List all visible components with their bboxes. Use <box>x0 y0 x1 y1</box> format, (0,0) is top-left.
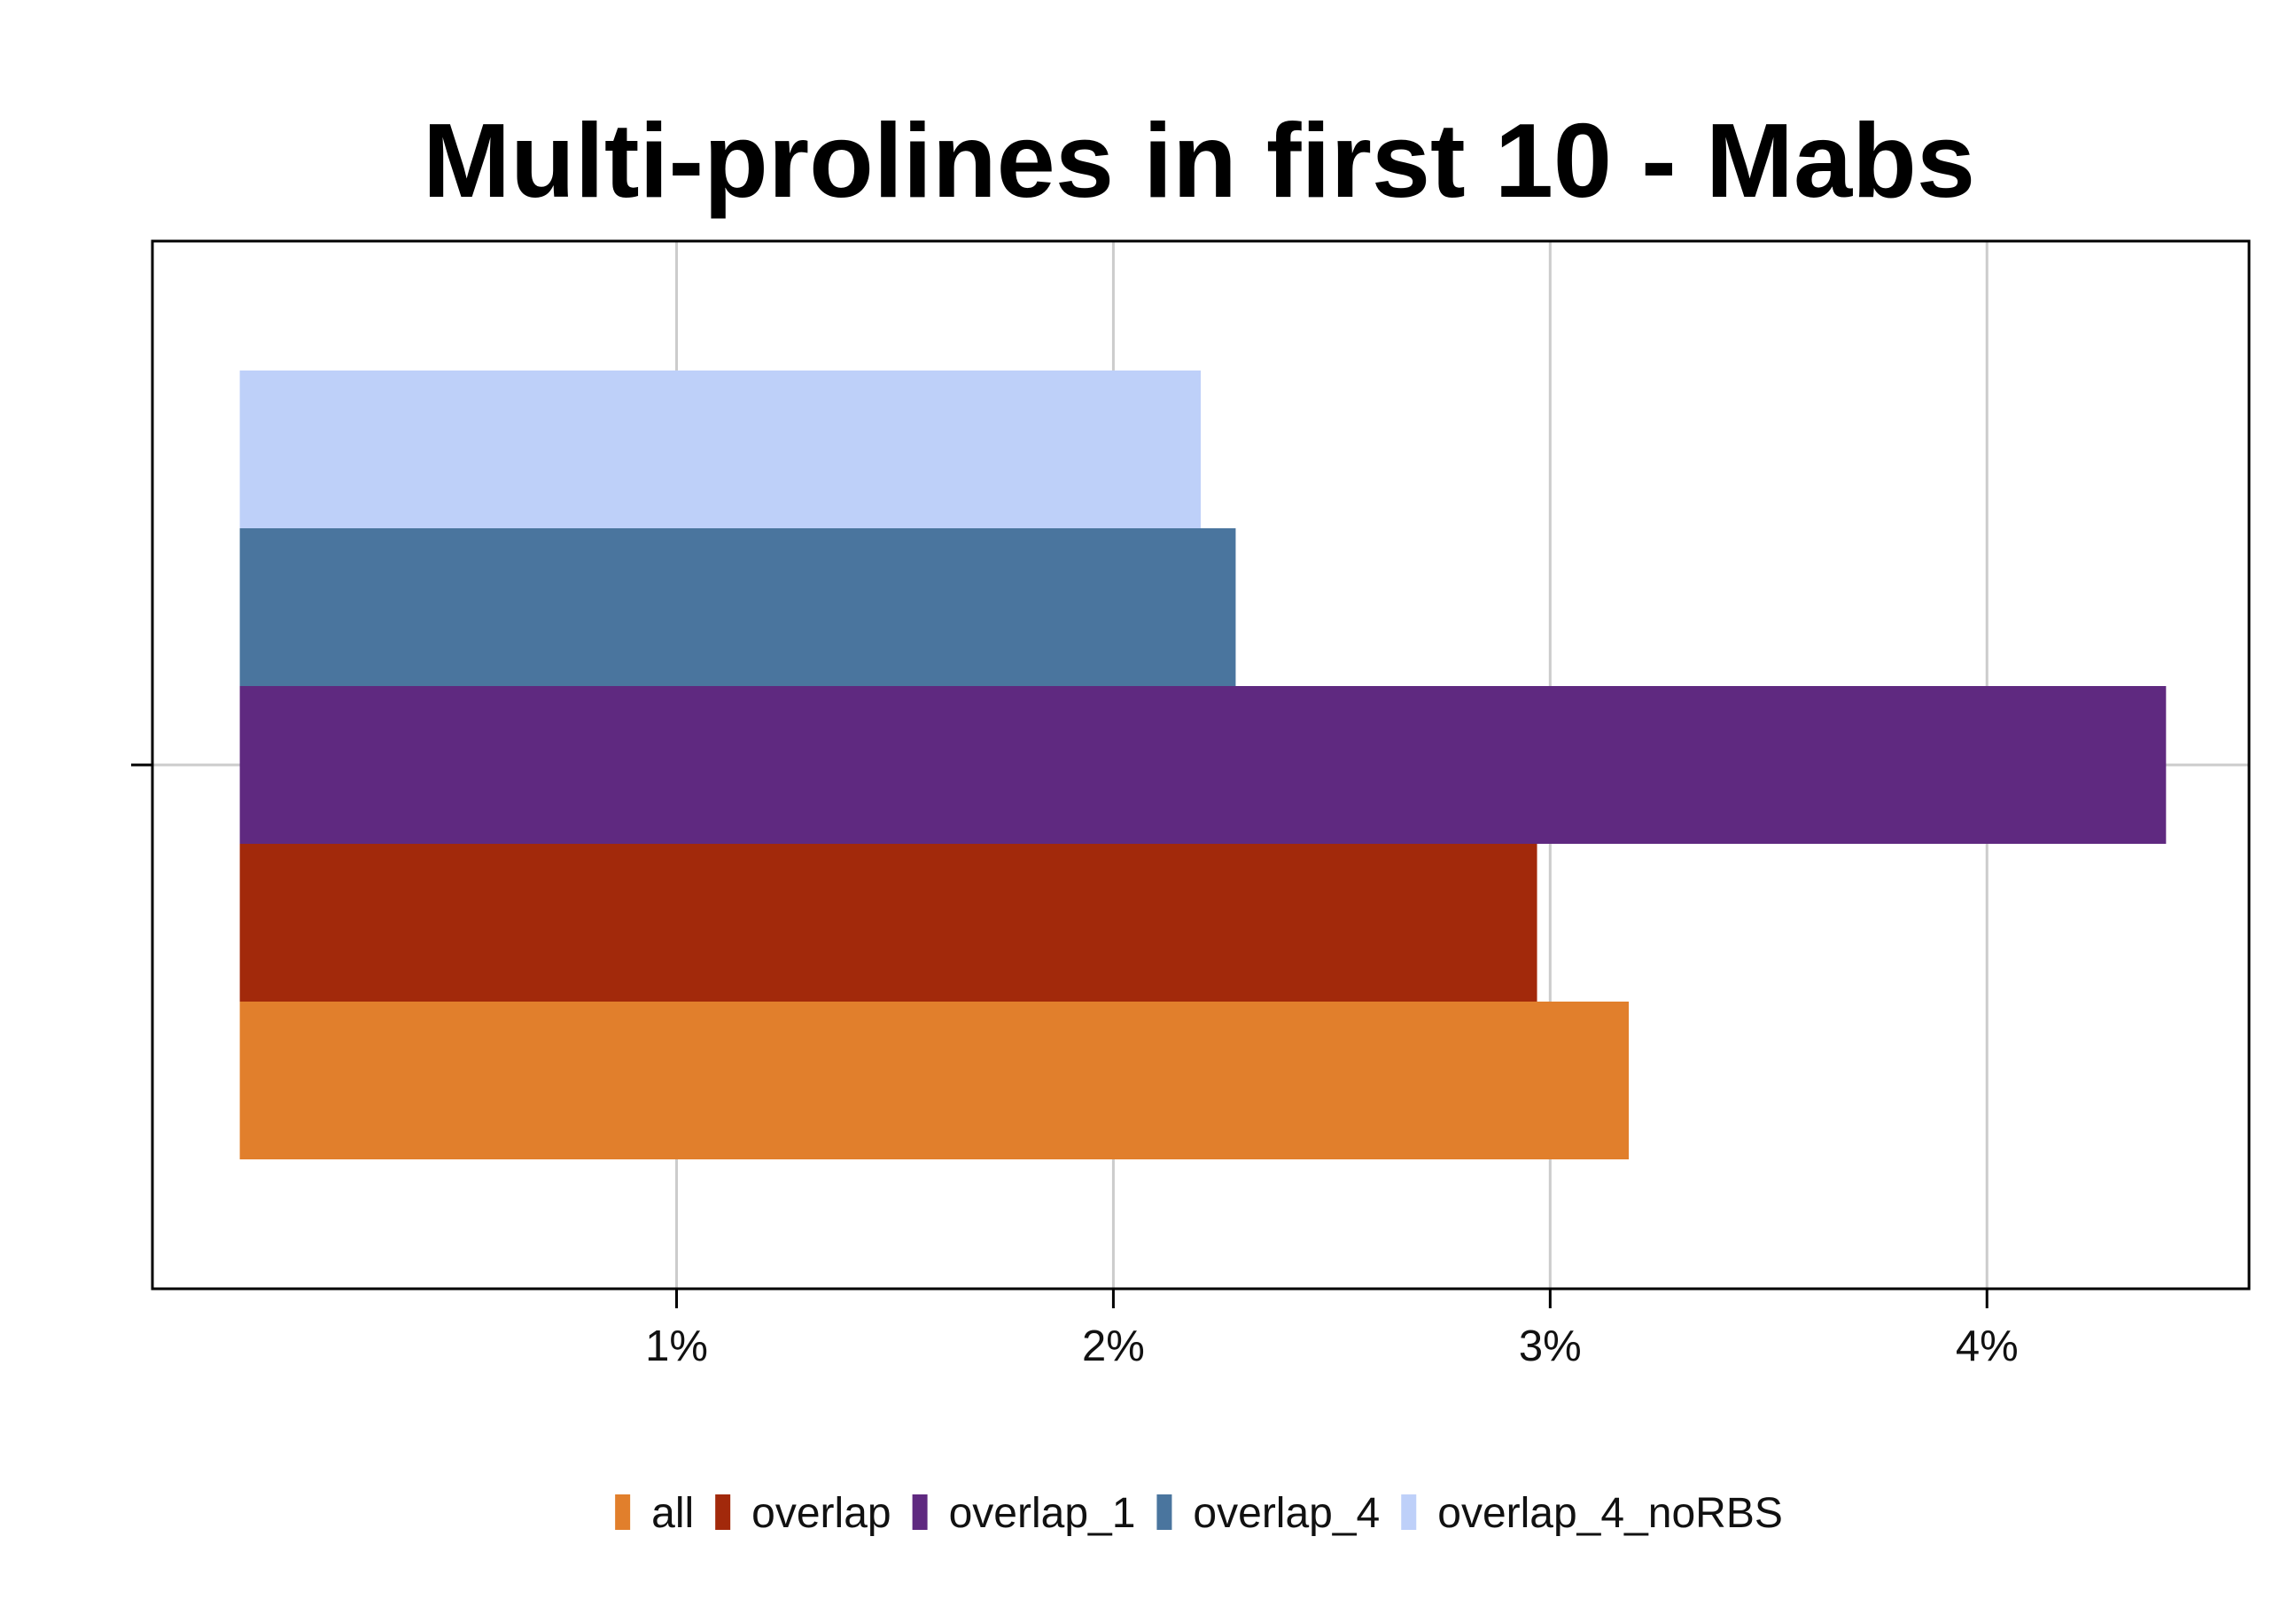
legend-swatch-all <box>615 1494 631 1530</box>
x-axis-ticks: 1% 2% 3% 4% <box>645 1289 2019 1370</box>
legend-swatch-overlap-4 <box>1156 1494 1172 1530</box>
bar-all <box>239 1002 1630 1159</box>
bar-overlap-4-noRBS <box>239 370 1201 528</box>
bar-overlap-4 <box>239 528 1236 686</box>
bars <box>239 370 2167 1159</box>
legend-label: overlap <box>751 1490 891 1537</box>
legend-swatch-overlap <box>715 1494 731 1530</box>
legend-label: all <box>651 1490 694 1537</box>
legend-label: overlap_4 <box>1193 1490 1380 1537</box>
chart-title: Multi-prolines in first 10 - Mabs <box>423 102 1975 220</box>
x-tick-label: 4% <box>1956 1322 2019 1370</box>
legend-swatch-overlap-4-noRBS <box>1401 1494 1417 1530</box>
x-tick-label: 2% <box>1082 1322 1145 1370</box>
x-tick-label: 3% <box>1519 1322 1582 1370</box>
legend-swatch-overlap-1 <box>912 1494 928 1530</box>
legend-label: overlap_1 <box>949 1490 1136 1537</box>
legend: all overlap overlap_1 overlap_4 overlap_4_no… <box>615 1490 1783 1537</box>
bar-overlap-1 <box>239 686 2167 844</box>
bar-overlap <box>239 844 1537 1002</box>
x-tick-label: 1% <box>645 1322 708 1370</box>
legend-label: overlap_4_noRBS <box>1437 1490 1783 1537</box>
